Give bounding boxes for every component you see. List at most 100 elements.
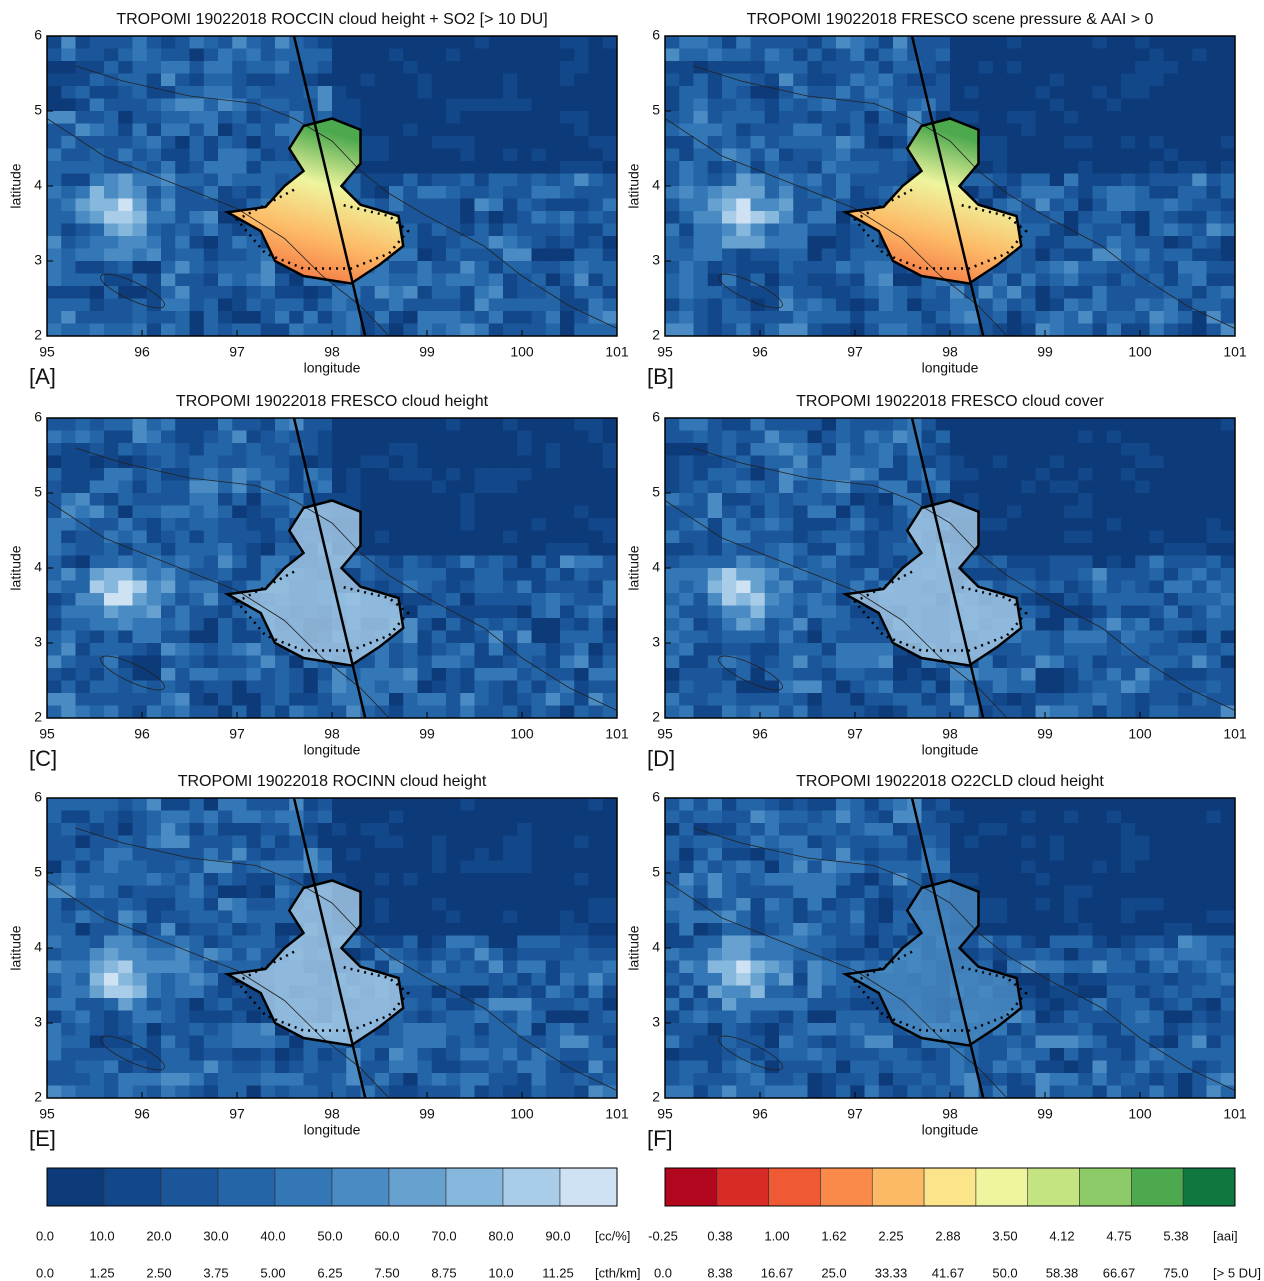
pixel	[90, 543, 105, 556]
pixel	[993, 299, 1008, 312]
pixel	[190, 898, 205, 911]
pixel	[318, 286, 333, 299]
pixel	[1135, 174, 1150, 187]
pixel	[218, 161, 233, 174]
pixel	[90, 1048, 105, 1061]
pixel	[822, 531, 837, 544]
pixel	[489, 518, 504, 531]
pixel	[865, 656, 880, 669]
pixel	[61, 936, 76, 949]
pixel	[532, 161, 547, 174]
pixel	[808, 643, 823, 656]
pixel	[808, 556, 823, 569]
pixel	[1093, 656, 1108, 669]
pixel	[247, 911, 262, 924]
pixel	[589, 656, 604, 669]
pixel	[822, 224, 837, 237]
pixel	[765, 631, 780, 644]
pixel	[460, 211, 475, 224]
figure: TROPOMI 19022018 ROCCIN cloud height + S…	[0, 0, 1264, 1281]
pixel	[218, 656, 233, 669]
pixel	[418, 456, 433, 469]
pixel	[517, 111, 532, 124]
pixel	[1064, 199, 1079, 212]
pixel	[1007, 506, 1022, 519]
pixel	[546, 1011, 561, 1024]
pixel	[1135, 443, 1150, 456]
pixel	[446, 543, 461, 556]
y-tick-label: 3	[652, 634, 660, 650]
pixel	[1178, 481, 1193, 494]
pixel	[1036, 606, 1051, 619]
pixel	[61, 493, 76, 506]
pixel	[304, 299, 319, 312]
pixel	[722, 506, 737, 519]
pixel	[361, 506, 376, 519]
pixel	[190, 873, 205, 886]
pixel	[679, 49, 694, 62]
pixel	[822, 36, 837, 49]
pixel	[218, 643, 233, 656]
pixel	[793, 49, 808, 62]
pixel	[1150, 161, 1165, 174]
pixel	[118, 568, 133, 581]
y-tick-label: 4	[652, 559, 660, 575]
pixel	[1107, 199, 1122, 212]
pixel	[104, 506, 119, 519]
pixel	[1021, 249, 1036, 262]
pixel	[218, 224, 233, 237]
pixel	[722, 199, 737, 212]
pixel	[204, 593, 219, 606]
pixel	[418, 261, 433, 274]
pixel	[204, 274, 219, 287]
pixel	[1207, 543, 1222, 556]
pixel	[765, 481, 780, 494]
pixel	[47, 199, 62, 212]
pixel	[118, 136, 133, 149]
pixel	[1192, 99, 1207, 112]
pixel	[779, 74, 794, 87]
pixel	[694, 324, 709, 337]
pixel	[503, 911, 518, 924]
pixel	[489, 86, 504, 99]
pixel	[765, 493, 780, 506]
pixel	[665, 823, 680, 836]
pixel	[1021, 286, 1036, 299]
pixel	[1050, 49, 1065, 62]
pixel	[850, 443, 865, 456]
pixel	[133, 961, 148, 974]
pixel	[532, 61, 547, 74]
pixel	[76, 86, 91, 99]
pixel	[964, 36, 979, 49]
pixel	[475, 986, 490, 999]
pixel	[147, 531, 162, 544]
pixel	[432, 531, 447, 544]
pixel	[118, 643, 133, 656]
pixel	[1050, 506, 1065, 519]
pixel	[275, 274, 290, 287]
pixel	[893, 693, 908, 706]
pixel	[679, 668, 694, 681]
pixel	[76, 211, 91, 224]
pixel	[1064, 186, 1079, 199]
pixel	[76, 886, 91, 899]
pixel	[793, 236, 808, 249]
pixel	[403, 861, 418, 874]
pixel	[532, 1073, 547, 1086]
pixel	[147, 36, 162, 49]
pixel	[936, 36, 951, 49]
pixel	[175, 668, 190, 681]
pixel	[133, 149, 148, 162]
pixel	[1107, 261, 1122, 274]
pixel	[389, 848, 404, 861]
pixel	[161, 668, 176, 681]
pixel	[1036, 556, 1051, 569]
pixel	[1192, 161, 1207, 174]
pixel	[736, 324, 751, 337]
pixel	[104, 986, 119, 999]
pixel	[808, 111, 823, 124]
pixel	[679, 518, 694, 531]
pixel	[736, 311, 751, 324]
pixel	[665, 911, 680, 924]
pixel	[1121, 568, 1136, 581]
